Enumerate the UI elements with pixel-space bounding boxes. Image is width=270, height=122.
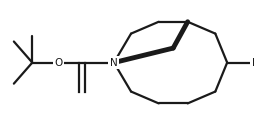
Text: N: N xyxy=(110,58,118,68)
Text: O: O xyxy=(55,58,63,68)
Text: I: I xyxy=(252,58,255,68)
